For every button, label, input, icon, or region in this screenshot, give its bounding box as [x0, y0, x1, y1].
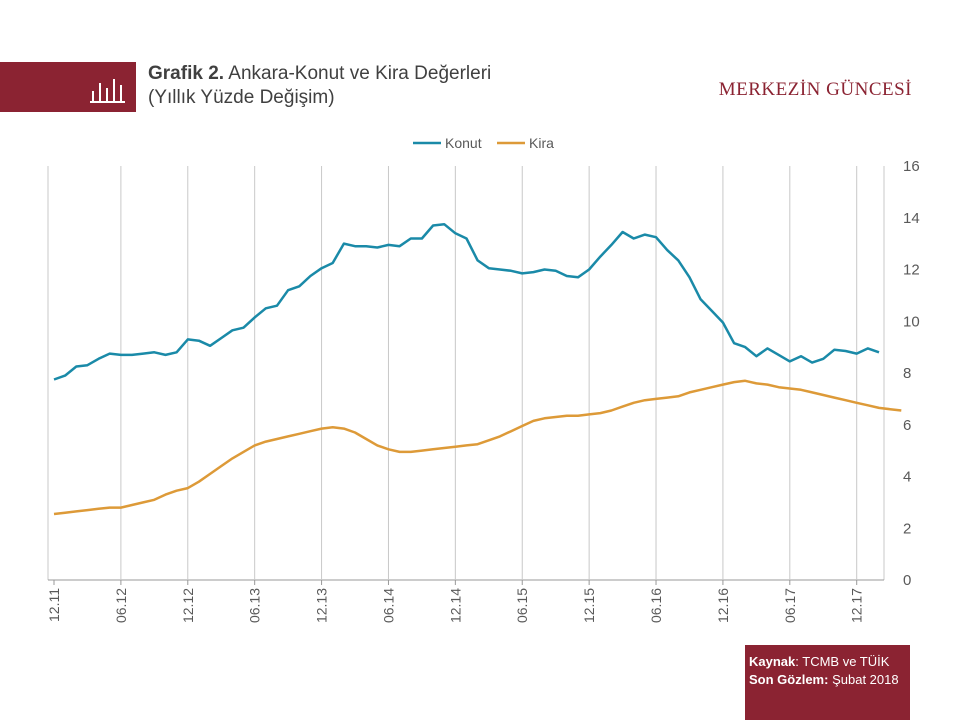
x-tick-label: 06.12 [113, 588, 129, 623]
bar-chart-icon [90, 79, 125, 103]
y-tick-label: 12 [903, 262, 920, 279]
x-tick-label: 12.11 [46, 588, 62, 622]
title-number: Grafik 2. [148, 63, 225, 84]
y-tick-label: 8 [903, 365, 911, 382]
title-text: Ankara-Konut ve Kira Değerleri [228, 63, 492, 84]
y-tick-label: 4 [903, 469, 911, 486]
x-tick-label: 12.17 [849, 588, 865, 623]
line-chart: 12.11 06.12 12.12 06.13 12.13 06.14 12.14 06.15… [46, 135, 920, 623]
legend-label-konut: Konut [445, 135, 482, 151]
source-box: Kaynak: TCMB ve TÜİK Son Gözlem: Şubat 2… [745, 645, 910, 720]
x-tick-label: 06.13 [247, 588, 263, 623]
x-tick-label: 12.14 [447, 588, 463, 623]
x-tick-label: 12.16 [715, 588, 731, 623]
y-tick-label: 6 [903, 417, 911, 434]
y-tick-label: 14 [903, 210, 920, 227]
x-tick-label: 12.12 [180, 588, 196, 623]
x-tick-label: 12.15 [581, 588, 597, 623]
y-tick-label: 0 [903, 572, 911, 589]
chart-subtitle: (Yıllık Yüzde Değişim) [148, 87, 335, 108]
source-label: Kaynak [749, 654, 796, 669]
legend-label-kira: Kira [529, 135, 554, 151]
x-tick-label: 06.17 [782, 588, 798, 623]
chart-title: Grafik 2. Ankara-Konut ve Kira Değerleri… [148, 62, 491, 110]
brand-name: MERKEZİN GÜNCESİ [718, 79, 912, 100]
y-tick-label: 16 [903, 158, 920, 175]
x-tick-label: 06.16 [648, 588, 664, 623]
y-tick-label: 10 [903, 313, 920, 330]
x-tick-label: 12.13 [314, 588, 330, 623]
last-observation-label: Son Gözlem: [749, 672, 829, 687]
series-line-konut [53, 222, 880, 381]
source-value: TCMB ve TÜİK [802, 654, 890, 669]
series-line-kira [53, 379, 902, 516]
last-observation-value: Şubat 2018 [832, 672, 899, 687]
y-tick-label: 2 [903, 520, 911, 537]
x-tick-label: 06.14 [380, 588, 396, 623]
x-tick-label: 06.15 [514, 588, 530, 623]
